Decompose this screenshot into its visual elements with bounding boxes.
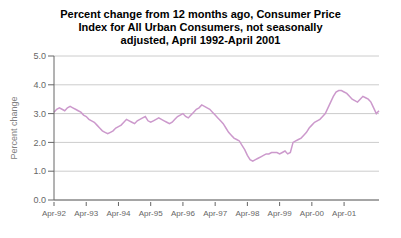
- svg-text:Apr-92: Apr-92: [42, 209, 67, 218]
- svg-text:3.0: 3.0: [33, 109, 46, 119]
- svg-text:4.0: 4.0: [33, 80, 46, 90]
- svg-text:Apr-94: Apr-94: [106, 209, 131, 218]
- svg-text:Percent change: Percent change: [9, 96, 19, 159]
- svg-text:Apr-95: Apr-95: [139, 209, 164, 218]
- html-text:Index for All Urban Consumers,: Index for All Urban Consumers, not seaso…: [78, 21, 323, 33]
- svg-text:Apr-00: Apr-00: [300, 209, 325, 218]
- svg-text:Apr-97: Apr-97: [203, 209, 228, 218]
- svg-text:0.0: 0.0: [33, 195, 46, 205]
- html-text:adjusted, April 1992-April 200: adjusted, April 1992-April 2001: [120, 34, 281, 46]
- html-text:Percent change from 12 months: Percent change from 12 months ago, Consu…: [60, 8, 341, 20]
- svg-text:Apr-98: Apr-98: [235, 209, 260, 218]
- svg-text:Apr-93: Apr-93: [74, 209, 99, 218]
- svg-text:Apr-99: Apr-99: [268, 209, 293, 218]
- svg-text:1.0: 1.0: [33, 166, 46, 176]
- svg-text:Apr-01: Apr-01: [332, 209, 357, 218]
- svg-text:5.0: 5.0: [33, 51, 46, 61]
- svg-text:2.0: 2.0: [33, 138, 46, 148]
- svg-text:Apr-96: Apr-96: [171, 209, 196, 218]
